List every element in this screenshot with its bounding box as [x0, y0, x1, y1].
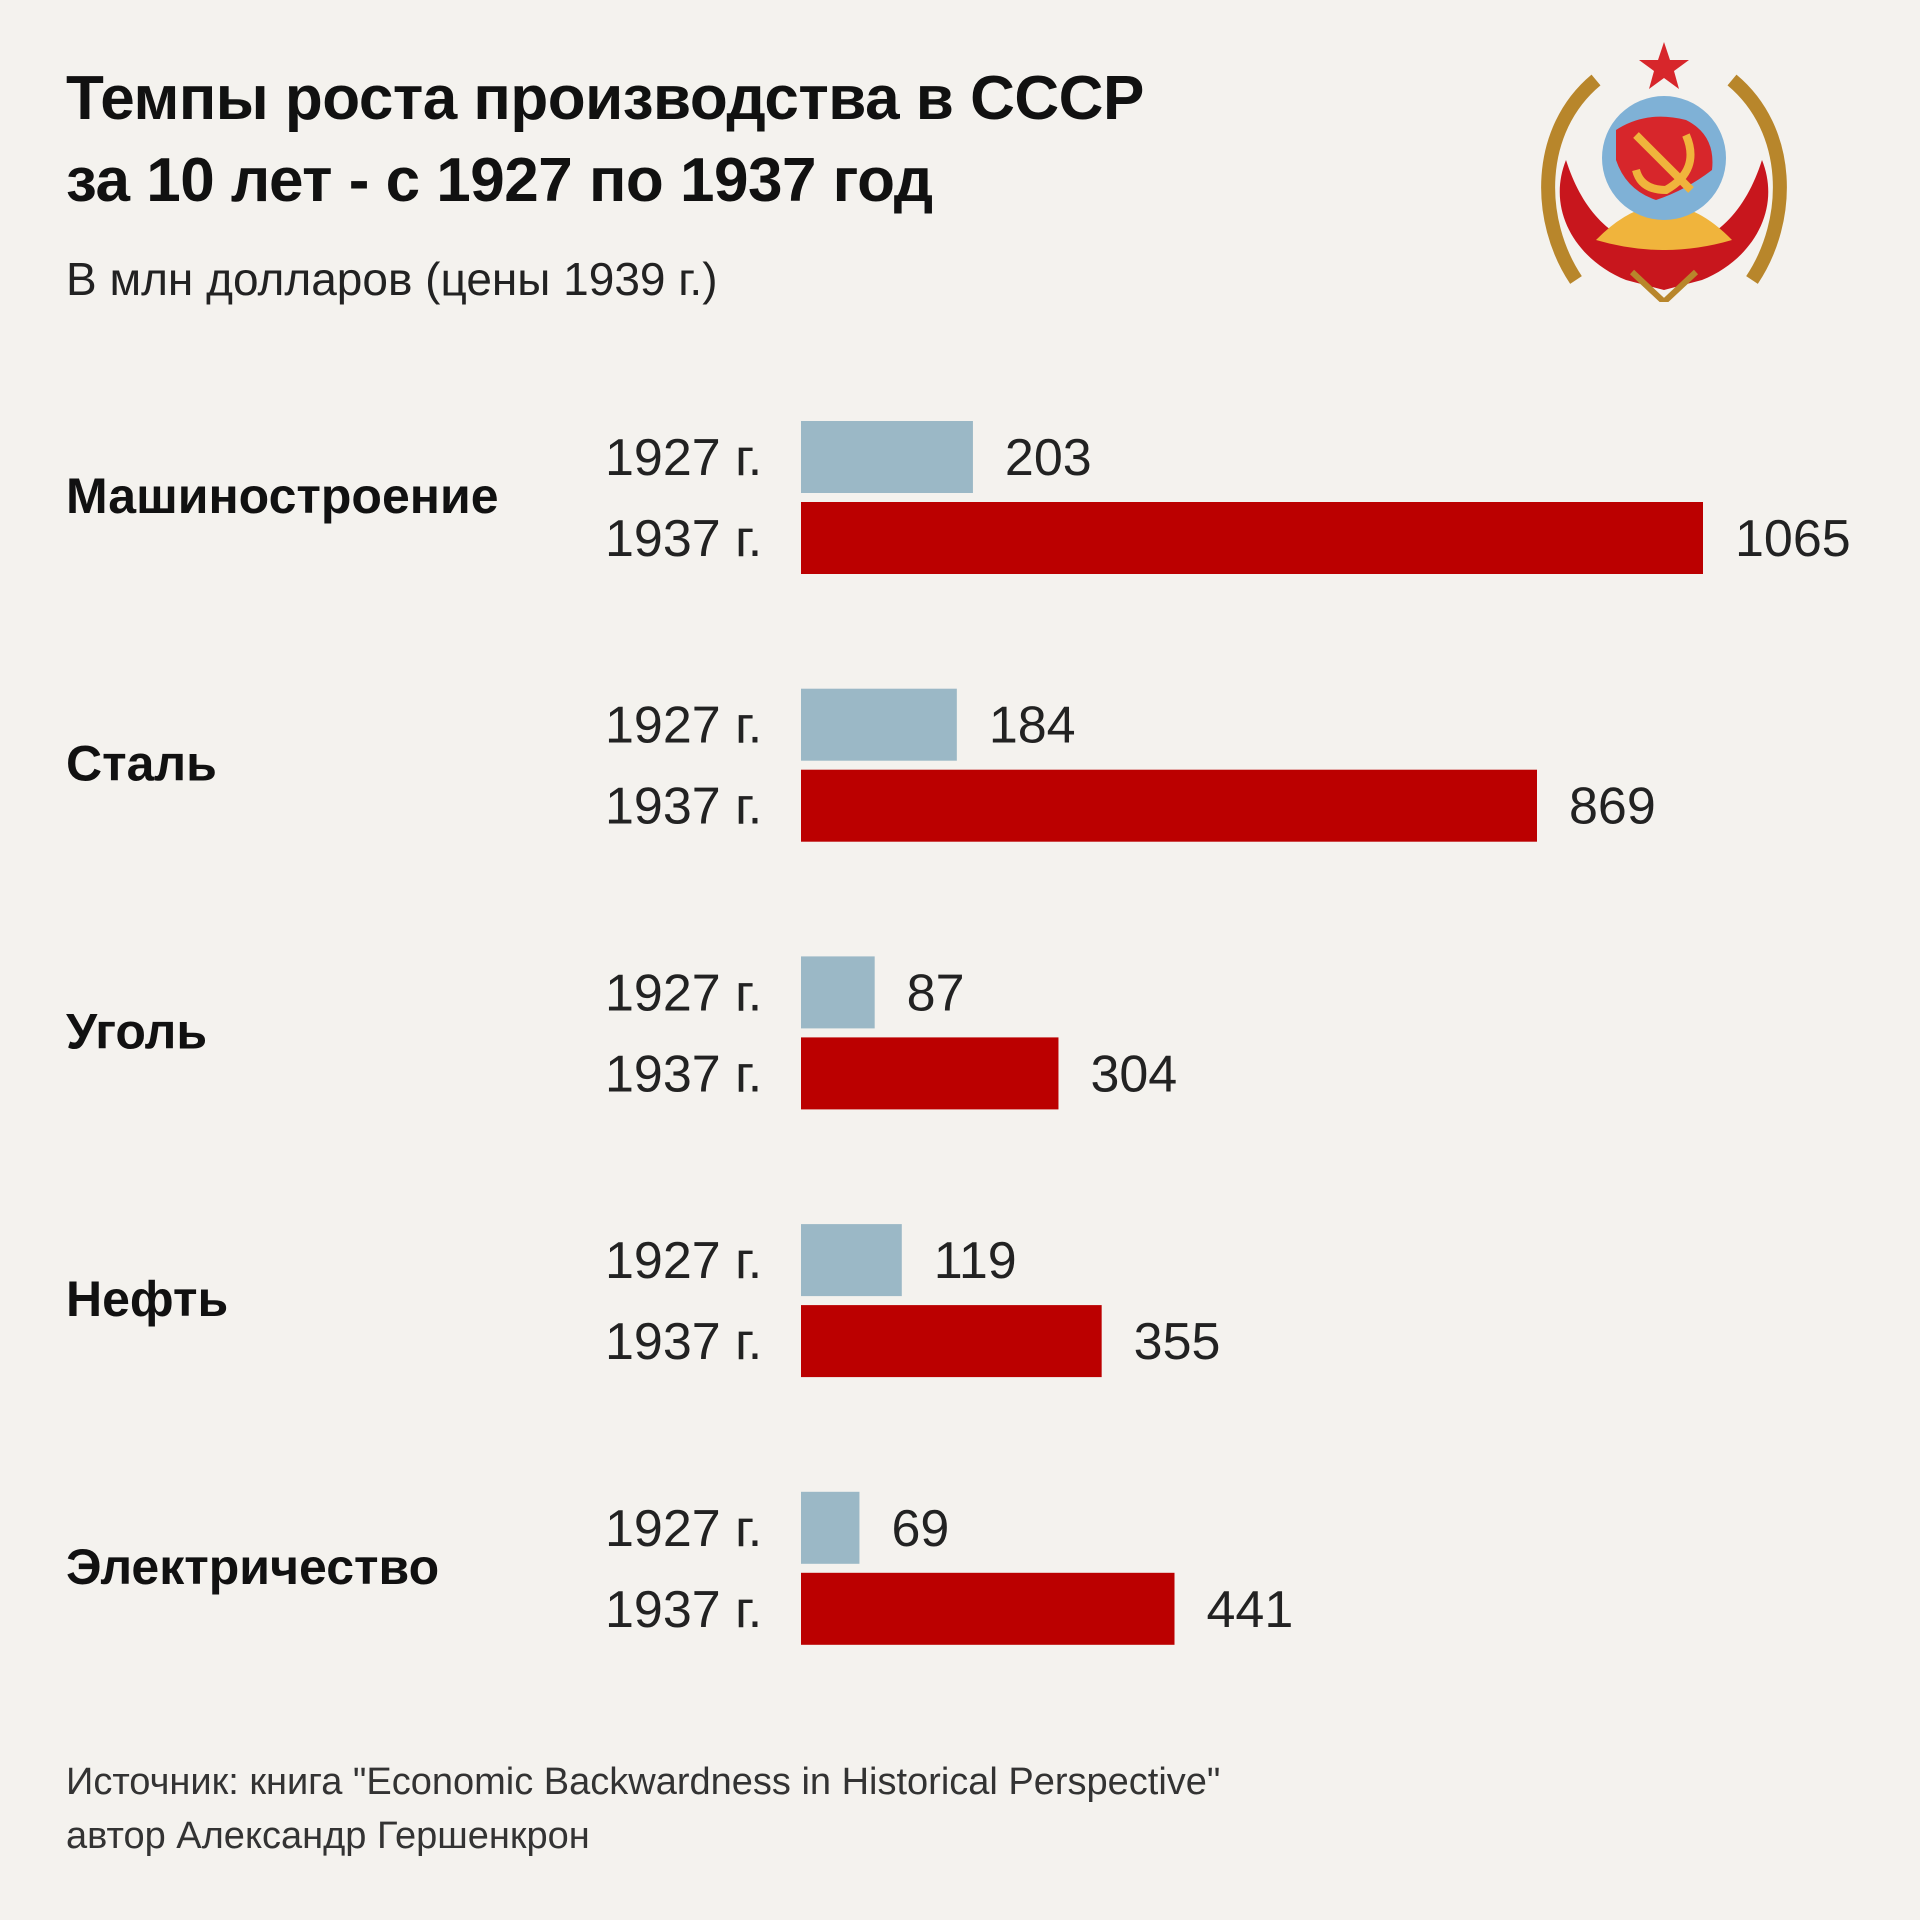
year-label: 1937 г. [605, 1581, 762, 1639]
value-label: 69 [891, 1500, 949, 1558]
value-label: 441 [1207, 1581, 1294, 1639]
title-line-1: Темпы роста производства в СССР [66, 64, 1144, 133]
bar-1937 [801, 769, 1537, 842]
year-label: 1927 г. [605, 1232, 762, 1290]
year-label: 1927 г. [605, 429, 762, 487]
category-label: Сталь [66, 736, 217, 792]
year-label: 1937 г. [605, 1045, 762, 1103]
year-label: 1937 г. [605, 778, 762, 836]
value-label: 304 [1090, 1045, 1177, 1103]
title-line-2: за 10 лет - с 1927 по 1937 год [66, 146, 933, 215]
source-note: Источник: книга "Economic Backwardness i… [66, 1755, 1220, 1863]
category-label: Машиностроение [66, 468, 499, 524]
value-label: 119 [934, 1232, 1017, 1290]
bar-1927 [801, 421, 973, 493]
bar-1937 [801, 1572, 1175, 1645]
value-label: 355 [1134, 1313, 1221, 1371]
bar-1927 [801, 956, 875, 1029]
bar-1927 [801, 1491, 860, 1564]
value-label: 184 [989, 697, 1076, 755]
category-label: Нефть [66, 1271, 228, 1327]
value-label: 1065 [1735, 510, 1851, 568]
bar-1927 [801, 1224, 902, 1297]
value-label: 87 [907, 964, 965, 1022]
year-label: 1927 г. [605, 697, 762, 755]
category-label: Уголь [66, 1003, 207, 1059]
bar-1937 [801, 1305, 1102, 1378]
year-label: 1937 г. [605, 510, 762, 568]
ussr-emblem-icon [1541, 42, 1787, 302]
year-label: 1937 г. [605, 1313, 762, 1371]
bar-1937 [801, 1037, 1059, 1110]
category-label: Электричество [66, 1539, 439, 1595]
source-line-1: Источник: книга "Economic Backwardness i… [66, 1761, 1221, 1803]
source-line-2: автор Александр Гершенкрон [66, 1815, 590, 1857]
value-label: 203 [1005, 429, 1092, 487]
bar-1937 [801, 502, 1703, 574]
chart-subtitle: В млн долларов (цены 1939 г.) [66, 253, 718, 305]
year-label: 1927 г. [605, 964, 762, 1022]
value-label: 869 [1569, 778, 1656, 836]
year-label: 1927 г. [605, 1500, 762, 1558]
bar-1927 [801, 688, 957, 761]
chart-title: Темпы роста производства в СССР за 10 ле… [66, 58, 1144, 222]
